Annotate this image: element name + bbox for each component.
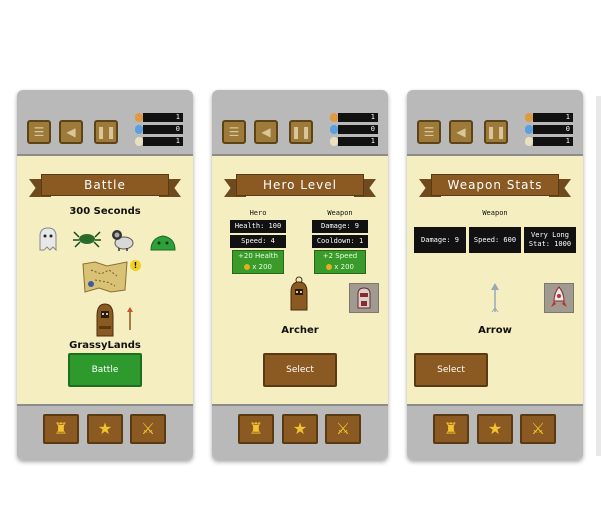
list-icon[interactable]: ☰ bbox=[27, 120, 51, 144]
pause-icon[interactable]: ❚❚ bbox=[289, 120, 313, 144]
top-bar: ☰ ◀ ❚❚ 1 0 1 bbox=[17, 90, 193, 156]
battle-timer: 300 Seconds bbox=[69, 206, 141, 217]
star-tab[interactable]: ★ bbox=[282, 414, 318, 444]
battle-screen: ☰ ◀ ❚❚ 1 0 1 Battle 300 Seconds ! bbox=[17, 90, 193, 460]
spider-icon bbox=[73, 231, 101, 248]
shield-icon bbox=[525, 113, 533, 122]
hero-heading: Hero bbox=[249, 209, 267, 217]
weapon-name: Arrow bbox=[478, 325, 512, 336]
arrow-icon bbox=[491, 283, 499, 313]
potion-counter: 0 bbox=[135, 125, 183, 134]
weapon-tab[interactable]: ⚔ bbox=[520, 414, 556, 444]
hero-tab[interactable]: ♜ bbox=[43, 414, 79, 444]
level-name: GrassyLands bbox=[69, 340, 141, 351]
shield-icon bbox=[135, 113, 143, 122]
title-banner: Battle bbox=[29, 174, 181, 197]
weapon-upgrade-button[interactable]: +2 Speed x 200 bbox=[314, 250, 366, 274]
top-bar: ☰ ◀ ❚❚ 1 0 1 bbox=[212, 90, 388, 156]
weapon-heading: Weapon bbox=[482, 209, 508, 217]
speaker-icon[interactable]: ◀ bbox=[59, 120, 83, 144]
screen-title: Hero Level bbox=[236, 174, 364, 196]
speaker-icon[interactable]: ◀ bbox=[449, 120, 473, 144]
weapon-heading: Weapon bbox=[327, 209, 353, 217]
archer-hero-icon bbox=[96, 303, 114, 337]
coin-icon bbox=[244, 264, 251, 270]
bottom-nav: ♜ ★ ⚔ bbox=[407, 404, 583, 460]
weapon-tab[interactable]: ⚔ bbox=[130, 414, 166, 444]
star-tab[interactable]: ★ bbox=[477, 414, 513, 444]
top-bar: ☰ ◀ ❚❚ 1 0 1 bbox=[407, 90, 583, 156]
upgrade-label: +20 Health bbox=[238, 252, 278, 260]
weapon-slot[interactable] bbox=[544, 283, 574, 313]
damage-stat: Damage: 9 bbox=[312, 220, 368, 233]
knight-icon bbox=[357, 287, 371, 309]
speed-stat: Speed: 4 bbox=[230, 235, 286, 248]
list-icon[interactable]: ☰ bbox=[222, 120, 246, 144]
star-tab[interactable]: ★ bbox=[87, 414, 123, 444]
shield-counter: 1 bbox=[525, 113, 573, 122]
potion-counter: 0 bbox=[525, 125, 573, 134]
next-screen-edge bbox=[596, 96, 601, 456]
scroll-icon bbox=[330, 137, 338, 146]
potion-icon bbox=[330, 125, 338, 134]
health-stat: Health: 100 bbox=[230, 220, 286, 233]
rocket-icon bbox=[551, 286, 567, 307]
screen-title: Battle bbox=[41, 174, 169, 196]
hero-level-screen: ☰ ◀ ❚❚ 1 0 1 Hero Level Hero Weapon Heal… bbox=[212, 90, 388, 460]
bottom-nav: ♜ ★ ⚔ bbox=[212, 404, 388, 460]
character-slot[interactable] bbox=[349, 283, 379, 313]
speaker-icon[interactable]: ◀ bbox=[254, 120, 278, 144]
archer-hero-icon bbox=[290, 276, 308, 311]
select-button[interactable]: Select bbox=[263, 353, 337, 387]
special-stat: Very Long Stat: 1000 bbox=[524, 227, 576, 253]
pause-icon[interactable]: ❚❚ bbox=[484, 120, 508, 144]
map-alert-badge: ! bbox=[130, 260, 141, 271]
weapon-tab[interactable]: ⚔ bbox=[325, 414, 361, 444]
arrow-icon bbox=[127, 307, 133, 330]
hero-upgrade-button[interactable]: +20 Health x 200 bbox=[232, 250, 284, 274]
upgrade-cost: x 200 bbox=[252, 263, 272, 271]
screen-title: Weapon Stats bbox=[431, 174, 559, 196]
select-button[interactable]: Select bbox=[414, 353, 488, 387]
scroll-icon bbox=[525, 137, 533, 146]
shield-icon bbox=[330, 113, 338, 122]
potion-icon bbox=[525, 125, 533, 134]
scroll-icon bbox=[135, 137, 143, 146]
scroll-counter: 1 bbox=[525, 137, 573, 146]
damage-stat: Damage: 9 bbox=[414, 227, 466, 253]
scroll-counter: 1 bbox=[135, 137, 183, 146]
cooldown-stat: Cooldown: 1 bbox=[312, 235, 368, 248]
ghost-icon bbox=[39, 227, 57, 252]
hero-name: Archer bbox=[281, 325, 319, 336]
ram-icon bbox=[112, 230, 134, 251]
battle-button[interactable]: Battle bbox=[68, 353, 142, 387]
shield-counter: 1 bbox=[330, 113, 378, 122]
slime-icon bbox=[150, 235, 176, 251]
hero-tab[interactable]: ♜ bbox=[433, 414, 469, 444]
upgrade-label: +2 Speed bbox=[322, 252, 358, 260]
map-icon[interactable] bbox=[81, 260, 129, 294]
title-banner: Hero Level bbox=[224, 174, 376, 197]
pause-icon[interactable]: ❚❚ bbox=[94, 120, 118, 144]
bottom-nav: ♜ ★ ⚔ bbox=[17, 404, 193, 460]
scroll-counter: 1 bbox=[330, 137, 378, 146]
potion-icon bbox=[135, 125, 143, 134]
shield-counter: 1 bbox=[135, 113, 183, 122]
list-icon[interactable]: ☰ bbox=[417, 120, 441, 144]
upgrade-cost: x 200 bbox=[334, 263, 354, 271]
weapon-stats-screen: ☰ ◀ ❚❚ 1 0 1 Weapon Stats Weapon Damage:… bbox=[407, 90, 583, 460]
title-banner: Weapon Stats bbox=[419, 174, 571, 197]
hero-tab[interactable]: ♜ bbox=[238, 414, 274, 444]
coin-icon bbox=[326, 264, 333, 270]
speed-stat: Speed: 600 bbox=[469, 227, 521, 253]
potion-counter: 0 bbox=[330, 125, 378, 134]
